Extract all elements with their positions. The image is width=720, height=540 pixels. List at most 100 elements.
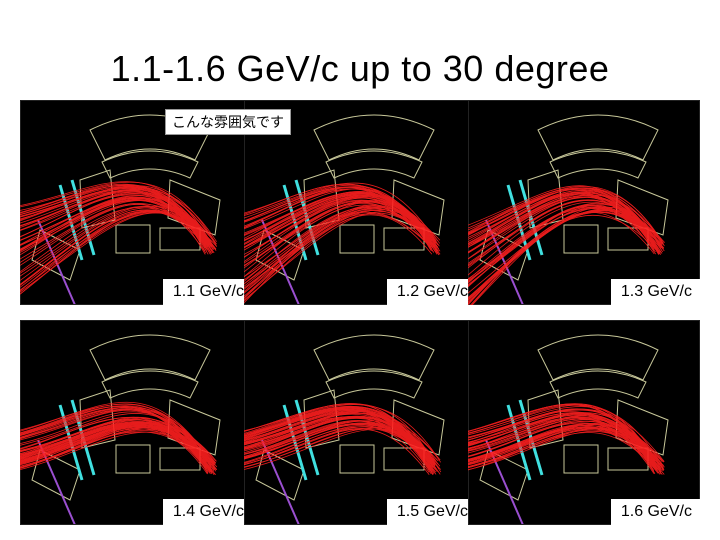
magnet-gap — [325, 150, 423, 179]
track — [244, 420, 435, 469]
track — [20, 191, 215, 248]
magnet-yoke — [537, 114, 659, 161]
track — [468, 199, 664, 269]
track — [20, 189, 217, 246]
magnet-gap — [549, 370, 647, 399]
track — [244, 405, 440, 470]
track-plot — [244, 320, 476, 525]
track — [468, 205, 656, 282]
track — [20, 406, 217, 471]
simulation-panel-2: 1.2 GeV/c — [244, 100, 476, 305]
momentum-label: 1.6 GeV/c — [610, 499, 700, 525]
target-box — [339, 224, 375, 254]
track — [244, 427, 436, 468]
track — [244, 207, 435, 285]
track — [244, 213, 433, 304]
track — [468, 208, 660, 287]
track — [468, 403, 661, 470]
track — [244, 194, 433, 248]
magnet-gap — [325, 370, 423, 399]
track-bundle — [468, 185, 665, 305]
track — [468, 415, 661, 465]
track-plot — [20, 320, 252, 525]
track — [244, 426, 431, 470]
momentum-label: 1.5 GeV/c — [386, 499, 476, 525]
drift-chamber — [255, 449, 305, 501]
track — [468, 428, 656, 468]
track — [468, 414, 659, 471]
track — [244, 413, 434, 476]
track — [20, 211, 214, 295]
magnet-gap — [549, 150, 647, 179]
track — [244, 427, 436, 470]
momentum-label: 1.1 GeV/c — [162, 279, 252, 305]
drift-chamber — [31, 449, 81, 501]
track-bundle — [20, 181, 218, 295]
track — [244, 192, 432, 244]
track — [468, 432, 659, 474]
momentum-label: 1.4 GeV/c — [162, 499, 252, 525]
track — [20, 209, 208, 286]
track — [244, 214, 433, 302]
target-box — [115, 444, 151, 474]
track — [20, 186, 217, 245]
magnet-yoke — [313, 334, 435, 381]
track — [244, 188, 434, 248]
magnet-yoke — [89, 334, 211, 381]
track-bundle — [468, 403, 665, 475]
track-plot — [468, 100, 700, 305]
track-plot — [20, 100, 252, 305]
track — [468, 196, 660, 254]
track — [244, 188, 439, 246]
annotation-note: こんな雰囲気です — [165, 109, 291, 135]
track — [244, 409, 433, 472]
track — [20, 194, 217, 250]
simulation-panel-5: 1.5 GeV/c — [244, 320, 476, 525]
track — [468, 424, 665, 463]
track — [20, 426, 207, 470]
track — [20, 205, 213, 277]
track — [244, 206, 437, 289]
track — [468, 211, 661, 300]
track — [468, 408, 665, 462]
track — [20, 181, 216, 243]
track — [244, 406, 433, 463]
track — [468, 404, 657, 468]
track — [468, 421, 662, 464]
track — [244, 403, 440, 469]
target-box — [563, 444, 599, 474]
track-plot — [244, 100, 476, 305]
track-bundle — [244, 182, 441, 304]
momentum-label: 1.2 GeV/c — [386, 279, 476, 305]
magnet-gap — [101, 150, 199, 179]
track — [20, 408, 207, 471]
momentum-label: 1.3 GeV/c — [610, 279, 700, 305]
simulation-panel-6: 1.6 GeV/c — [468, 320, 700, 525]
frame — [244, 320, 476, 525]
track — [244, 200, 441, 266]
track — [20, 183, 209, 241]
track-bundle — [20, 401, 218, 475]
target-box — [115, 224, 151, 254]
track — [244, 407, 432, 470]
track — [20, 204, 207, 263]
magnet-yoke — [537, 334, 659, 381]
track — [244, 420, 437, 470]
track — [244, 428, 430, 476]
track — [20, 184, 211, 241]
track — [244, 206, 438, 282]
track — [20, 210, 207, 291]
frame — [468, 100, 700, 305]
frame — [468, 320, 700, 525]
track — [20, 426, 216, 466]
track — [468, 208, 663, 298]
target-box — [339, 444, 375, 474]
track — [20, 413, 217, 464]
track — [244, 420, 440, 461]
track — [468, 412, 656, 462]
drift-chamber — [479, 449, 529, 501]
target-box — [563, 224, 599, 254]
track-bundle — [244, 403, 442, 476]
track — [468, 201, 655, 276]
track — [468, 187, 654, 245]
